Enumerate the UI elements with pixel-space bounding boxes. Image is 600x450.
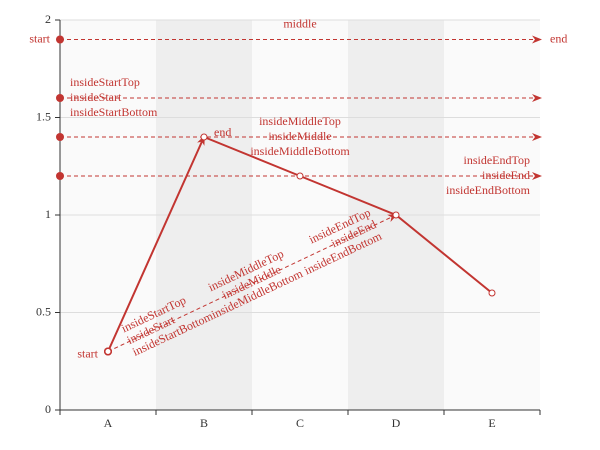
label-insideMiddle-h: insideMiddle [268, 129, 331, 143]
label-start-d: start [77, 346, 98, 360]
label-insideEndBottom-h: insideEndBottom [446, 183, 531, 197]
axes: 0 0.5 1 1.5 2 A B C D E [36, 12, 541, 430]
data-point-A [104, 348, 112, 355]
label-insideStartTop-h: insideStartTop [70, 75, 140, 89]
data-point-C [296, 172, 304, 180]
label-insideMiddleTop-h: insideMiddleTop [259, 114, 341, 128]
label-middle-h: middle [283, 16, 316, 30]
x-tick-label-E: E [488, 416, 495, 430]
y-tick-label-2: 1 [45, 207, 51, 221]
label-insideStart-h: insideStart [70, 90, 122, 104]
y-tick-label-1: 0.5 [36, 304, 51, 318]
markline-start-symbol-2 [56, 133, 64, 141]
label-insideStartBottom-h: insideStartBottom [70, 105, 158, 119]
markline-start-symbol-1 [56, 94, 64, 102]
markline-start-symbol-3 [56, 172, 64, 180]
y-tick-label-4: 2 [45, 12, 51, 26]
markline-start-symbol-0 [56, 35, 64, 44]
data-point-E [488, 289, 496, 297]
y-tick-label-3: 1.5 [36, 109, 51, 123]
grid-lines [60, 19, 540, 313]
data-point-B [200, 133, 208, 141]
x-tick-label-A: A [104, 416, 113, 430]
label-start-h: start [29, 31, 50, 45]
data-point-D [392, 211, 400, 219]
x-tick-label-D: D [392, 416, 401, 430]
y-tick-label-0: 0 [45, 402, 51, 416]
series-layer [104, 133, 496, 355]
label-insideEnd-h: insideEnd [482, 168, 530, 182]
label-insideEndTop-h: insideEndTop [464, 153, 531, 167]
label-end-d: end [214, 125, 231, 139]
label-end-h: end [550, 31, 567, 45]
x-tick-label-B: B [200, 416, 208, 430]
label-insideMiddleBottom-h: insideMiddleBottom [250, 144, 350, 158]
x-tick-label-C: C [296, 416, 304, 430]
